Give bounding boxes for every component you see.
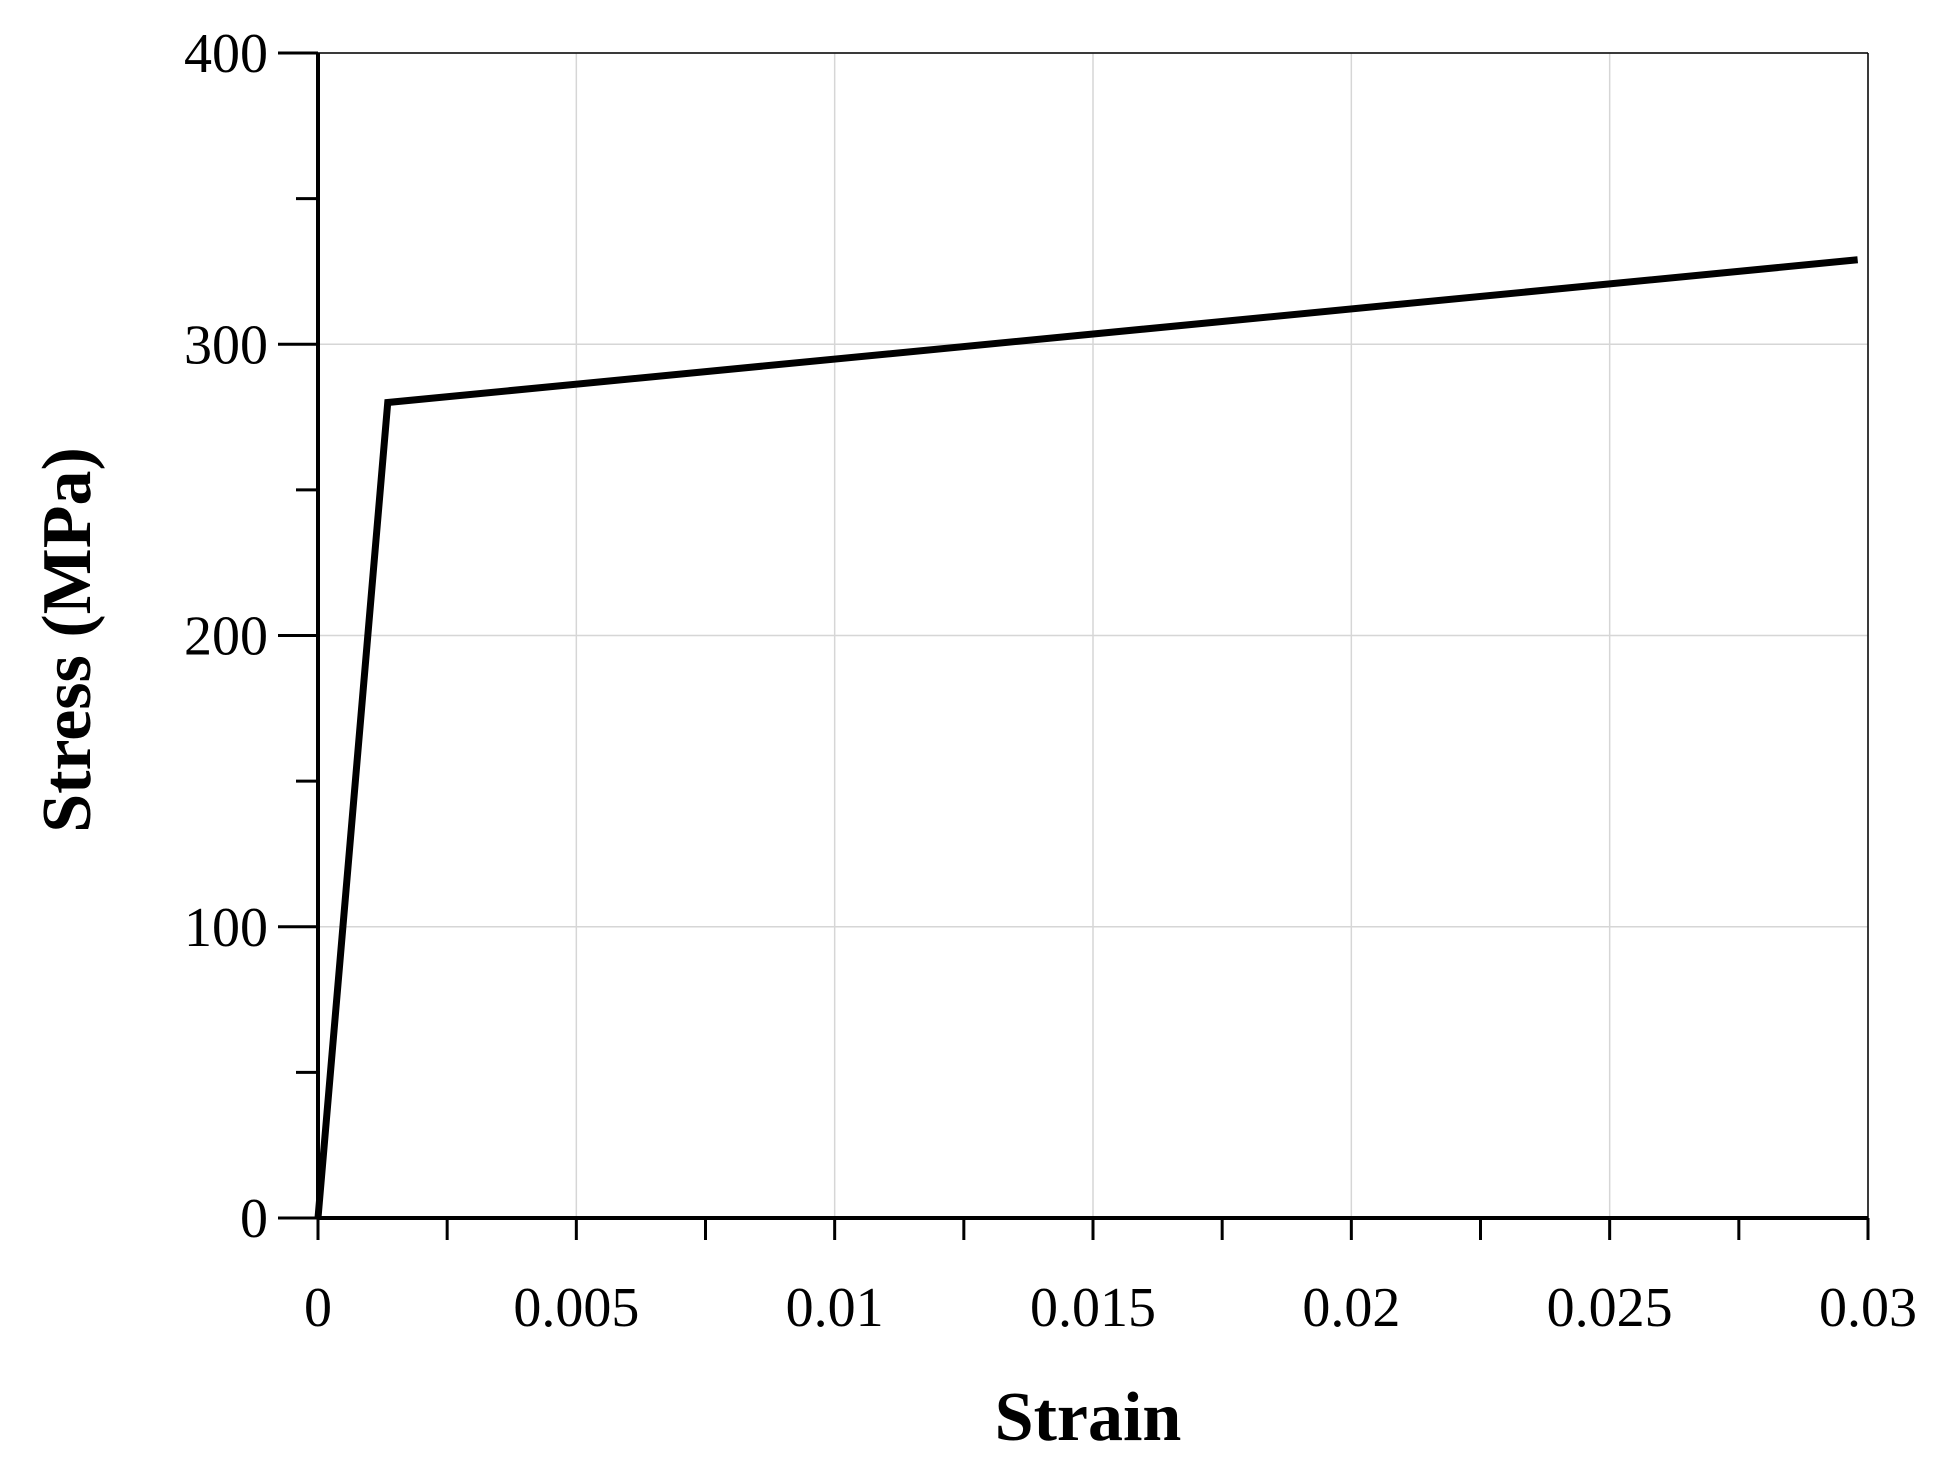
y-tick-label: 0	[240, 1188, 268, 1250]
x-tick-label: 0.03	[1819, 1277, 1917, 1339]
x-tick-label: 0.02	[1302, 1277, 1400, 1339]
x-tick-label: 0.005	[513, 1277, 639, 1339]
x-axis-title: Strain	[995, 1379, 1182, 1456]
y-tick-label: 400	[184, 23, 268, 85]
x-tick-label: 0.01	[786, 1277, 884, 1339]
grid-lines	[318, 52, 1869, 1218]
axis-ticks	[278, 51, 1870, 1240]
series-layer	[314, 256, 1859, 1219]
series-line	[314, 256, 1859, 1219]
y-axis-title: Stress (MPa)	[29, 447, 106, 833]
x-tick-label: 0.025	[1547, 1277, 1673, 1339]
tick-labels: 0 0.005 0.01 0.015 0.02 0.025 0.03 0 100 200 300 40…	[184, 23, 1917, 1339]
x-tick-label: 0	[304, 1277, 332, 1339]
y-tick-label: 200	[184, 606, 268, 668]
y-tick-label: 100	[184, 897, 268, 959]
x-tick-label: 0.015	[1030, 1277, 1156, 1339]
y-tick-label: 300	[184, 314, 268, 376]
